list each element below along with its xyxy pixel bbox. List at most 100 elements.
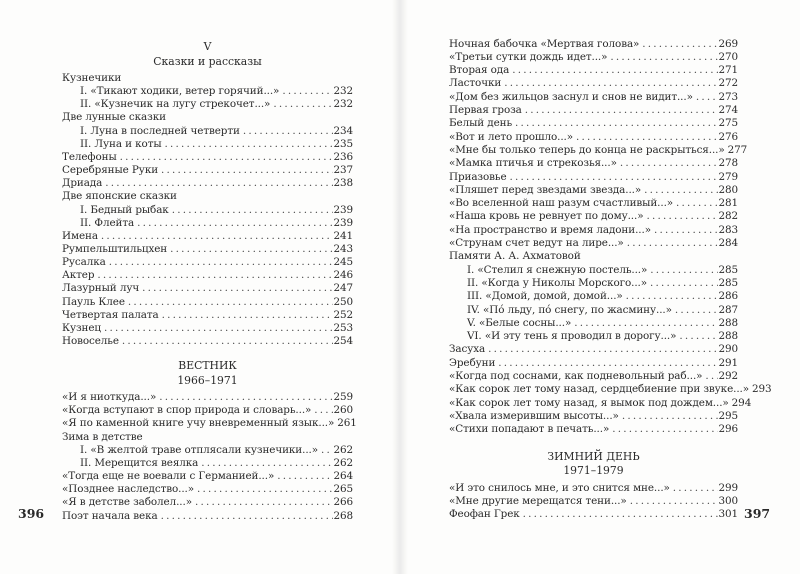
entry-page: 243 <box>333 242 353 255</box>
toc-entry: I. Бедный рыбак.........................… <box>80 204 353 217</box>
entry-title: «Во вселенной наш разум счастливый...» <box>449 197 674 210</box>
entry-page: 278 <box>718 157 738 170</box>
toc-entry: Зима в детстве <box>62 431 353 444</box>
entry-page: 299 <box>718 481 738 494</box>
book-gutter <box>392 0 408 574</box>
dot-leader: ........................................… <box>194 496 333 509</box>
entry-title: «Как сорок лет тому назад, я вымок под д… <box>449 396 729 409</box>
entry-title: V. «Белые сосны...» <box>467 316 572 329</box>
entry-title: «И я ниоткуда...» <box>62 391 157 404</box>
toc-entry: «Наша кровь не ревнует по дому...»......… <box>449 210 738 223</box>
entry-title: «Струнам счет ведут на лире...» <box>449 237 624 249</box>
toc-entry: «Мне бы только теперь до конца не раскры… <box>449 144 747 157</box>
toc-entry: «И это снилось мне, и это снится мне...»… <box>449 482 738 495</box>
section-heading: V <box>203 40 212 53</box>
toc-entry: «Как сорок лет тому назад, сердцебиение … <box>449 383 772 396</box>
entry-title: «Я в детстве заболел...» <box>62 496 192 509</box>
toc-entry: Эребуни.................................… <box>449 357 738 370</box>
entry-page: 288 <box>718 316 738 329</box>
entry-title: Серебряные Руки <box>62 164 159 177</box>
entry-title: Лазурный луч <box>62 282 140 295</box>
entry-title: Кузнечики <box>62 72 122 84</box>
entry-title: «Пляшет перед звездами звезда...» <box>449 183 642 196</box>
toc-entry: «Я по каменной книге учу вневременный яз… <box>62 417 357 430</box>
entry-title: «Дом без жильцов заснул и снов не видит.… <box>449 90 693 103</box>
toc-entry: Ласточки................................… <box>449 77 738 90</box>
toc-entry: Ночная бабочка «Мертвая голова».........… <box>449 38 738 51</box>
toc-entry: «Стихи попадают в печать...»............… <box>449 423 738 436</box>
entry-title: «Тогда еще не воевали с Германией...» <box>62 470 275 483</box>
section-heading: ВЕСТНИК <box>178 359 237 373</box>
entry-page: 246 <box>333 269 353 282</box>
entry-page: 286 <box>718 290 738 303</box>
entry-title: «Вот и лето прошло...» <box>449 130 573 143</box>
entry-page: 300 <box>718 494 738 507</box>
entry-page: 238 <box>333 177 353 190</box>
toc-entry: «Вот и лето прошло...»..................… <box>449 131 738 144</box>
toc-entry: «Пляшет перед звездами звезда...».......… <box>449 184 738 197</box>
dot-leader: ........................................… <box>509 170 719 183</box>
dot-leader: ........................................… <box>653 223 719 236</box>
toc-entry: «Третьи сутки дождь идет...»............… <box>449 51 738 64</box>
entry-page: 237 <box>333 164 353 177</box>
entry-title: Приазовье <box>449 170 507 183</box>
entry-title: Дриада <box>62 177 103 190</box>
entry-title: Зима в детстве <box>62 430 143 443</box>
dot-leader: ........................................… <box>97 269 334 282</box>
entry-title: Румпельштильцхен <box>62 242 168 255</box>
dot-leader: ........................................… <box>621 409 719 422</box>
dot-leader: ........................................… <box>676 197 718 210</box>
entry-page: 261 <box>337 417 357 430</box>
section-heading: 1966–1971 <box>177 373 238 387</box>
toc-entry: II. Луна и коты.........................… <box>80 138 353 151</box>
entry-page: 270 <box>718 50 738 63</box>
entry-title: I. «Стелил я снежную постель...» <box>467 263 648 276</box>
dot-leader: ........................................… <box>277 470 333 483</box>
right-page-contents: Ночная бабочка «Мертвая голова».........… <box>449 0 772 574</box>
entry-title: Ласточки <box>449 77 502 90</box>
entry-title: «Мамка птичья и стрекозья...» <box>449 157 617 170</box>
dot-leader: ........................................… <box>672 481 719 494</box>
entry-title: I. Бедный рыбак <box>80 203 169 216</box>
entry-page: 283 <box>718 223 738 236</box>
entry-page: 232 <box>333 85 353 98</box>
entry-title: Новоселье <box>62 335 119 347</box>
entry-page: 268 <box>333 509 353 522</box>
entry-title: Кузнец <box>62 321 101 334</box>
dot-leader: ........................................… <box>121 335 334 347</box>
entry-page: 288 <box>718 330 738 343</box>
entry-page: 273 <box>718 90 738 103</box>
entry-title: «Позднее наследство...» <box>62 483 194 496</box>
toc-entry: Белый день..............................… <box>449 117 738 130</box>
toc-entry: Новоселье...............................… <box>62 335 353 348</box>
entry-title: «Мне другие мерещатся тени...» <box>449 494 627 507</box>
entry-title: I. «В желтой траве отплясали кузнечики..… <box>80 443 319 456</box>
entry-page: 276 <box>718 130 738 143</box>
dot-leader: ........................................… <box>515 117 719 130</box>
entry-title: Две лунные сказки <box>62 111 166 124</box>
entry-page: 287 <box>718 303 738 316</box>
toc-entry: Пауль Клее..............................… <box>62 296 353 309</box>
entry-page: 277 <box>727 143 748 156</box>
entry-title: Пауль Клее <box>62 295 125 308</box>
dot-leader: ........................................… <box>498 356 719 369</box>
entry-title: Две японские сказки <box>62 190 177 203</box>
entry-page: 266 <box>333 496 353 509</box>
dot-leader: ........................................… <box>504 77 719 90</box>
entry-title: Засуха <box>449 343 486 356</box>
toc-entry: «Во вселенной наш разум счастливый...»..… <box>449 197 738 210</box>
entry-title: III. «Домой, домой, домой...» <box>467 290 623 303</box>
toc-entry: Дриада..................................… <box>62 177 353 190</box>
dot-leader: ........................................… <box>197 483 333 496</box>
dot-leader: ........................................… <box>576 130 719 143</box>
toc-entry: Телефоны................................… <box>62 151 353 164</box>
toc-entry: V. «Белые сосны...».....................… <box>467 317 738 330</box>
toc-entry: II. Флейта..............................… <box>80 217 353 230</box>
dot-leader: ........................................… <box>171 203 334 216</box>
entry-title: «Когда под соснами, как подневольный раб… <box>449 370 703 382</box>
entry-title: Имена <box>62 229 98 242</box>
entry-page: 301 <box>718 508 738 521</box>
dot-leader: ........................................… <box>642 37 719 50</box>
entry-title: «Я по каменной книге учу вневременный яз… <box>62 417 335 430</box>
dot-leader: ........................................… <box>574 316 718 329</box>
